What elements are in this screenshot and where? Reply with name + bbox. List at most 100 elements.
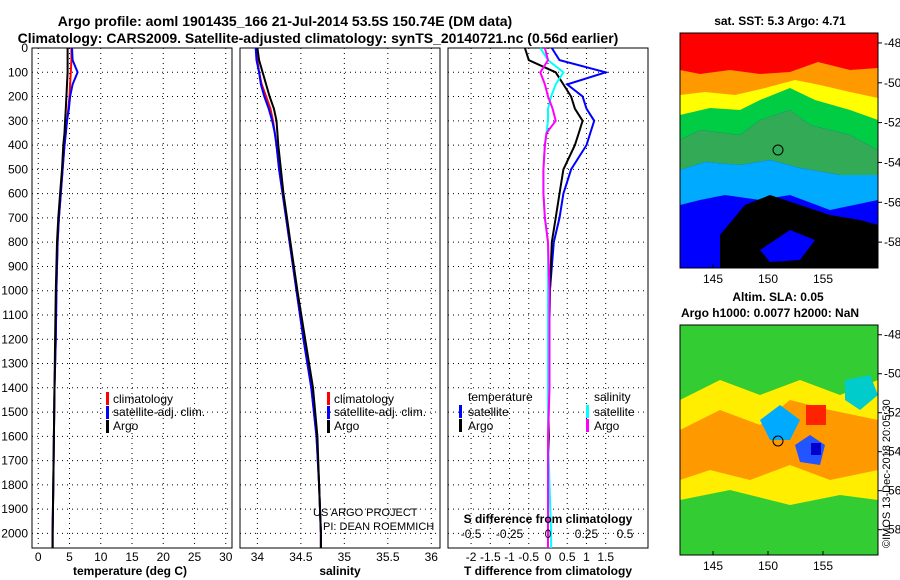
legend-salinity-title: salinity — [594, 390, 631, 404]
legend-argo-swatch — [327, 420, 330, 433]
depth-axis: 0 100 200 300 400 500 600 700 800 900 1000 1100 1200… — [1, 41, 28, 540]
salinity-x-axis: 34 34.5 35 35.5 36 — [251, 550, 439, 564]
salinity-xlabel: salinity — [319, 564, 361, 578]
legend-argo: Argo — [113, 419, 139, 433]
x-tick-label: 15 — [125, 550, 139, 564]
s-tick-label: 0 — [545, 527, 552, 541]
series-line-argo — [256, 47, 322, 548]
depth-tick-label: 2000 — [1, 526, 28, 540]
legend-argo: Argo — [334, 419, 360, 433]
x-tick-label: 10 — [94, 550, 108, 564]
sla-map-field — [680, 325, 878, 555]
x-tick-label: 35.5 — [376, 550, 400, 564]
argo-position-marker — [772, 435, 784, 447]
map-y-tick-label: -52 — [884, 406, 900, 420]
x-tick-label: 0 — [545, 550, 552, 564]
depth-tick-label: 100 — [8, 65, 28, 79]
depth-tick-label: 1500 — [1, 405, 28, 419]
map-y-tick-label: -56 — [884, 484, 900, 498]
legend-s-argo: Argo — [594, 419, 620, 433]
series-line-argo — [51, 48, 69, 548]
map-y-tick-label: -50 — [884, 76, 900, 90]
depth-tick-label: 700 — [8, 211, 28, 225]
legend-climatology-swatch — [327, 392, 330, 405]
map-x-tick-label: 150 — [758, 272, 778, 286]
x-tick-label: 34 — [251, 550, 265, 564]
x-tick-label: 35 — [338, 550, 352, 564]
title-line-1: Argo profile: aoml 1901435_166 21-Jul-20… — [58, 13, 512, 29]
s-difference-label: S difference from climatology — [464, 512, 633, 526]
map-y-tick-label: -48 — [884, 36, 900, 50]
legend-temperature-title: temperature — [468, 390, 533, 404]
sst-map-axes: 145 150 155 -48 -50 -52 -54 -56 -58 — [703, 36, 900, 286]
map-y-tick-label: -58 — [884, 235, 900, 249]
legend-argo-swatch — [106, 420, 109, 433]
legend-climatology: climatology — [113, 392, 173, 406]
project-watermark: US ARGO PROJECT — [313, 507, 418, 519]
legend-s-satellite: satellite — [594, 405, 635, 419]
legend-satellite-swatch — [106, 406, 109, 419]
depth-tick-label: 200 — [8, 90, 28, 104]
depth-tick-label: 300 — [8, 114, 28, 128]
map-y-tick-label: -58 — [884, 523, 900, 537]
depth-tick-label: 1200 — [1, 332, 28, 346]
x-tick-label: -0.5 — [518, 550, 539, 564]
temperature-legend: climatology satellite-adj. clim. Argo — [106, 392, 205, 433]
s-tick-label: 0.25 — [575, 527, 599, 541]
pi-watermark: PI: DEAN ROEMMICH — [323, 521, 434, 533]
series-line-temperature-satellite — [547, 47, 610, 548]
depth-tick-label: 800 — [8, 235, 28, 249]
sla-map-axes: 145 150 155 -48 -50 -52 -54 -56 -58 — [703, 328, 900, 573]
map-x-tick-label: 155 — [813, 559, 833, 573]
sla-map-title-1: Altim. SLA: 0.05 — [732, 290, 824, 304]
legend-s-satellite-swatch — [586, 405, 589, 418]
legend-s-argo-swatch — [586, 419, 589, 432]
x-tick-label: -1.5 — [480, 550, 501, 564]
x-tick-label: 34.5 — [289, 550, 313, 564]
depth-tick-label: 1400 — [1, 381, 28, 395]
legend-satellite: satellite-adj. clim. — [334, 405, 426, 419]
temperature-x-axis: 0 5 10 15 20 25 30 — [35, 550, 233, 564]
x-tick-label: 20 — [157, 550, 171, 564]
depth-tick-label: 1600 — [1, 429, 28, 443]
map-y-tick-label: -50 — [884, 367, 900, 381]
series-line-salinity-satellite — [539, 47, 565, 548]
grid-layer — [32, 47, 648, 548]
map-y-tick-label: -52 — [884, 116, 900, 130]
x-tick-label: 0.5 — [559, 550, 576, 564]
x-tick-label: 1 — [583, 550, 590, 564]
sla-map-frame — [679, 324, 879, 556]
imos-credit: ©IMOS 13-Dec-2018 20:05:30 — [881, 399, 893, 548]
legend-t-satellite-swatch — [459, 405, 462, 418]
map-x-tick-label: 145 — [703, 272, 723, 286]
x-tick-label: 0 — [35, 550, 42, 564]
series-line-satellite-adj-clim- — [254, 47, 322, 548]
temperature-xlabel: temperature (deg C) — [73, 564, 187, 578]
depth-tick-label: 400 — [8, 138, 28, 152]
argo-position-marker — [772, 144, 784, 156]
map-y-tick-label: -54 — [884, 445, 900, 459]
depth-tick-label: 1700 — [1, 454, 28, 468]
s-tick-label: 0.5 — [617, 527, 634, 541]
x-tick-label: -2 — [466, 550, 477, 564]
legend-t-argo: Argo — [468, 419, 494, 433]
map-x-tick-label: 150 — [758, 559, 778, 573]
x-tick-label: 30 — [219, 550, 233, 564]
x-tick-label: 36 — [425, 550, 439, 564]
x-tick-label: 25 — [188, 550, 202, 564]
depth-tick-label: 600 — [8, 187, 28, 201]
map-x-tick-label: 155 — [813, 272, 833, 286]
series-line-climatology — [256, 48, 322, 548]
legend-t-argo-swatch — [459, 419, 462, 432]
legend-t-satellite: satellite — [468, 405, 509, 419]
map-y-tick-label: -48 — [884, 328, 900, 342]
title-line-2: Climatology: CARS2009. Satellite-adjuste… — [18, 30, 619, 46]
depth-tick-label: 1100 — [2, 308, 28, 322]
series-layer — [51, 47, 610, 548]
t-difference-x-axis: -2 -1.5 -1 -0.5 0 0.5 1 1.5 — [466, 550, 615, 564]
map-x-tick-label: 145 — [703, 559, 723, 573]
map-y-tick-label: -56 — [884, 195, 900, 209]
depth-tick-label: 900 — [8, 259, 28, 273]
legend-satellite-swatch — [327, 406, 330, 419]
